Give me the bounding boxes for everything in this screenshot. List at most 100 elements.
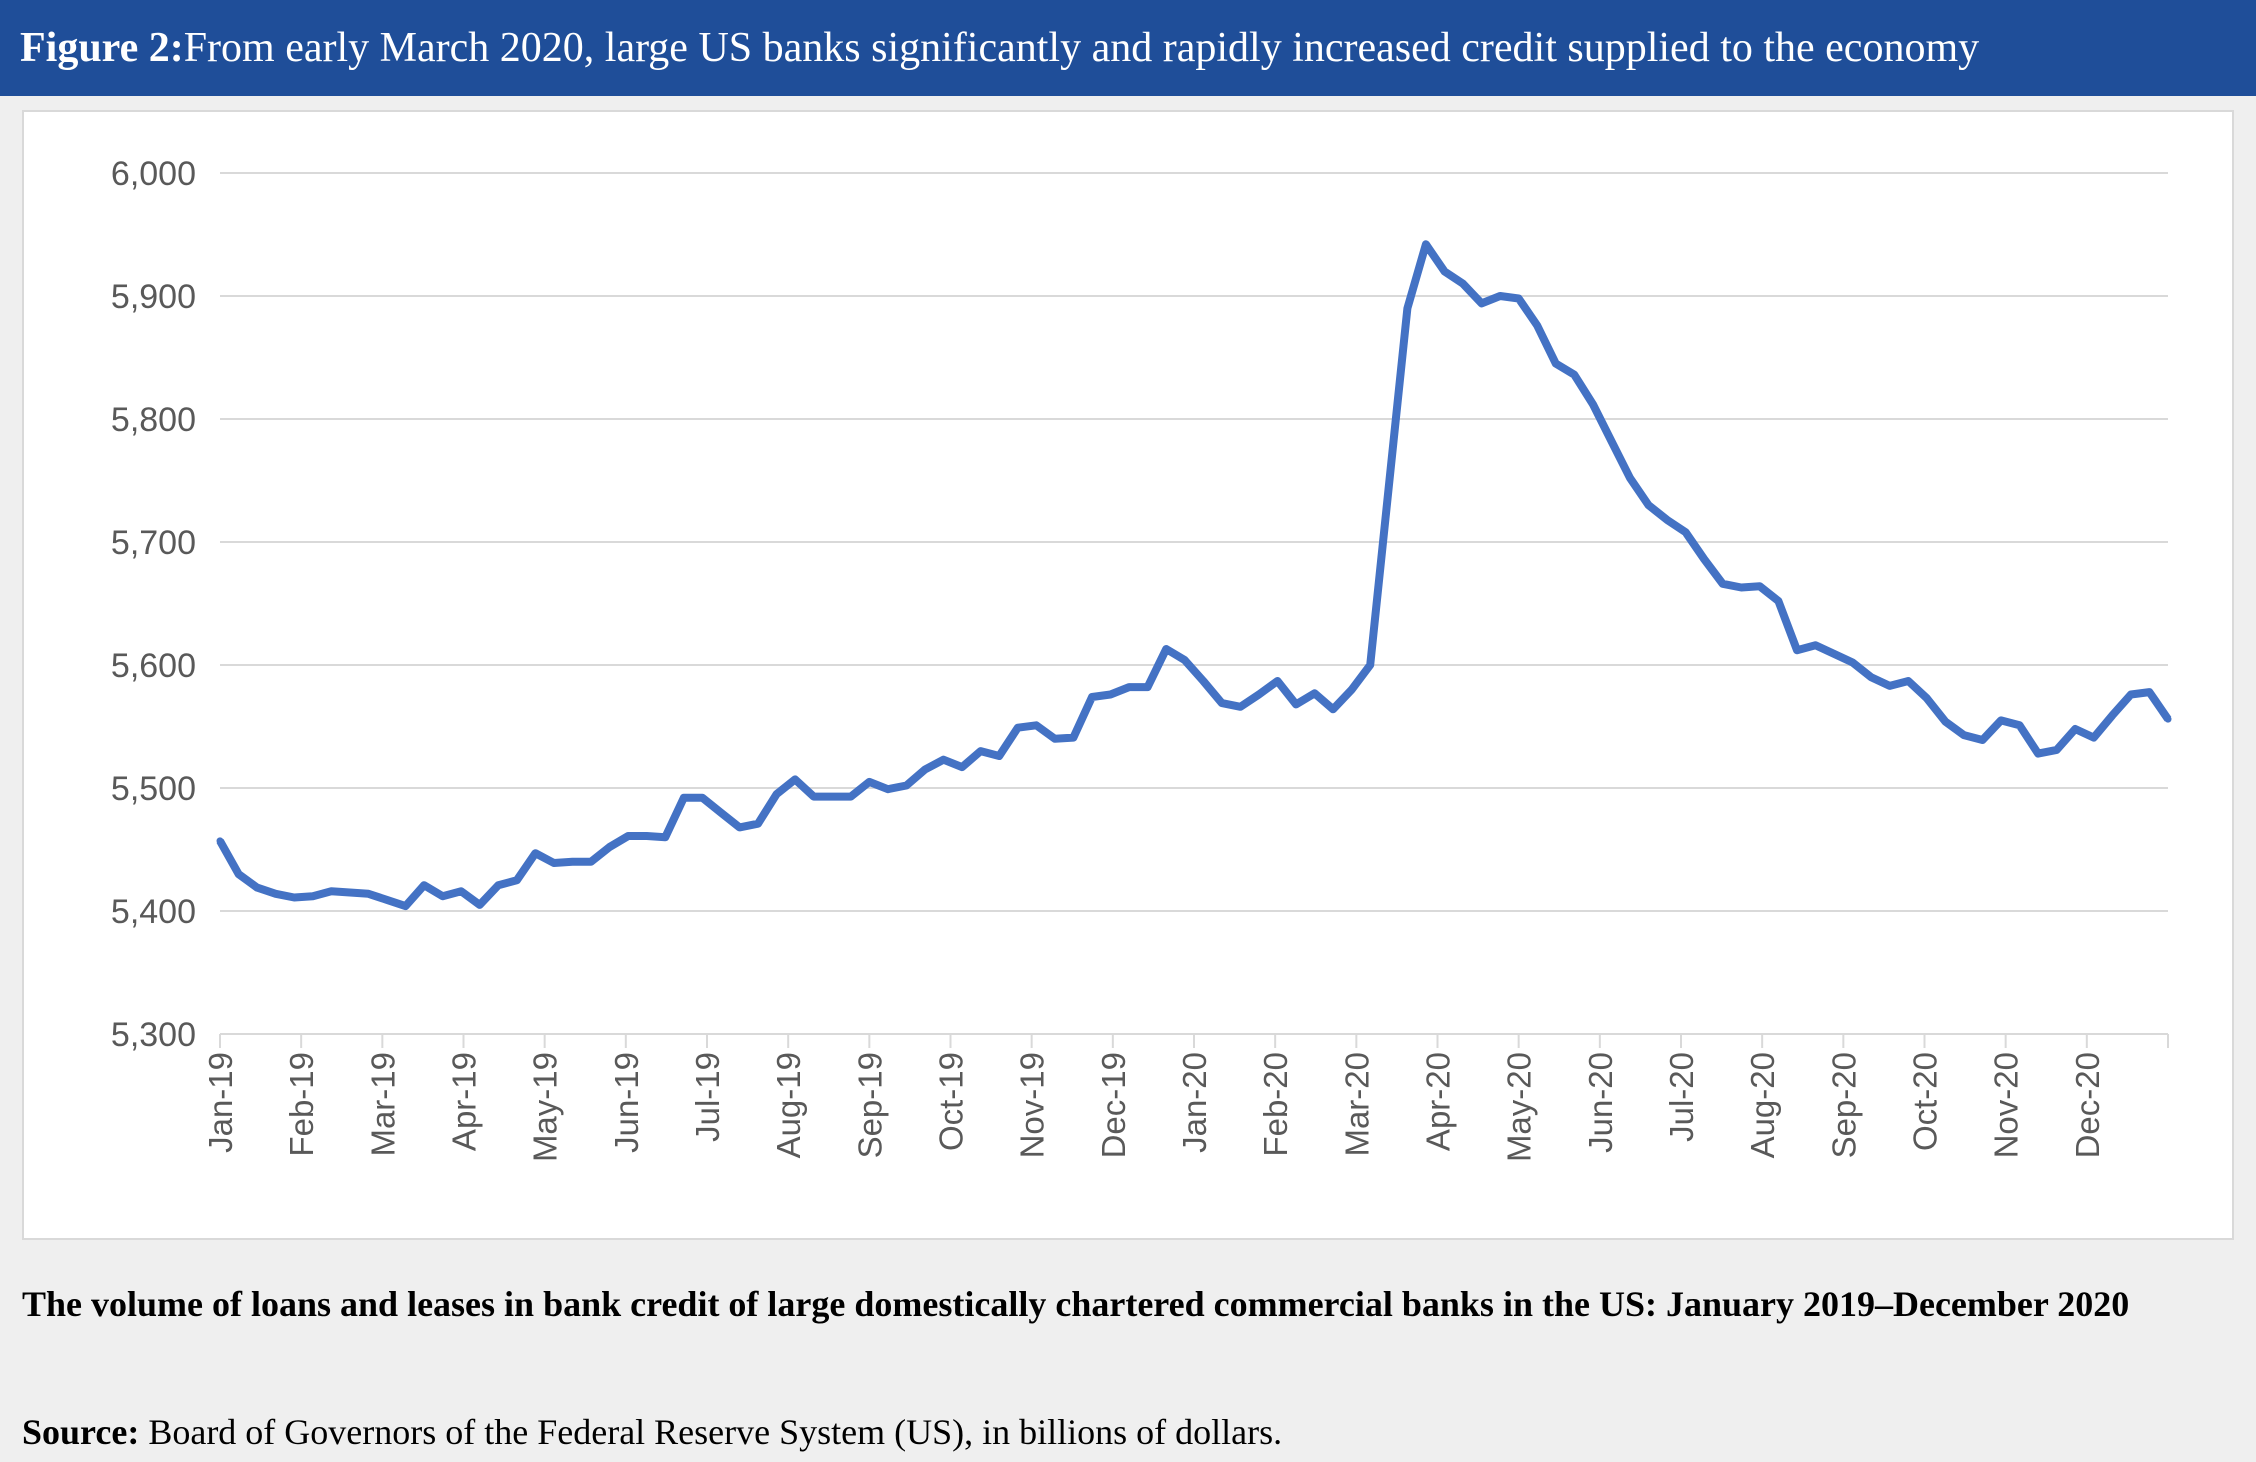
data-point xyxy=(1366,661,1374,669)
source-text: Board of Governors of the Federal Reserv… xyxy=(139,1412,1283,1452)
data-point xyxy=(2053,746,2061,754)
y-tick-label: 5,700 xyxy=(111,524,196,562)
data-point xyxy=(1292,700,1300,708)
data-point xyxy=(1867,673,1875,681)
data-point xyxy=(921,766,929,773)
data-point xyxy=(754,820,762,828)
data-point xyxy=(884,785,892,793)
figure-source: Source: Board of Governors of the Federa… xyxy=(22,1408,2232,1456)
data-point xyxy=(791,775,799,783)
data-point xyxy=(1570,371,1578,379)
data-point xyxy=(1607,437,1615,445)
data-point xyxy=(643,832,651,840)
data-point xyxy=(2071,725,2079,733)
y-tick-label: 5,800 xyxy=(111,401,196,439)
data-point xyxy=(402,902,409,910)
x-tick-label: Jul-20 xyxy=(1663,1052,1700,1142)
data-point xyxy=(550,859,558,867)
data-point xyxy=(494,881,502,889)
data-point xyxy=(680,794,688,802)
x-tick-label: Nov-20 xyxy=(1988,1052,2025,1158)
series-layer xyxy=(216,240,2172,911)
x-tick-label: Mar-20 xyxy=(1338,1052,1375,1157)
data-point xyxy=(1719,580,1727,588)
data-point xyxy=(958,763,966,771)
data-point xyxy=(1014,724,1022,732)
data-point xyxy=(587,858,595,866)
data-point xyxy=(1737,584,1745,591)
data-point xyxy=(309,892,317,900)
y-tick-label: 5,400 xyxy=(111,893,196,931)
x-tick-label: Jun-20 xyxy=(1582,1052,1619,1153)
data-point xyxy=(2090,734,2098,742)
data-point xyxy=(1199,677,1207,685)
data-point xyxy=(1923,694,1931,702)
data-point xyxy=(1125,683,1133,691)
data-point xyxy=(1051,735,1059,743)
data-point xyxy=(1626,474,1634,482)
data-point xyxy=(383,896,391,904)
data-point xyxy=(1682,528,1690,536)
data-point xyxy=(1311,689,1319,697)
figure-caption: The volume of loans and leases in bank c… xyxy=(22,1284,2130,1324)
data-point xyxy=(1904,677,1912,685)
figure-title: From early March 2020, large US banks si… xyxy=(183,25,1980,71)
data-point xyxy=(1663,516,1671,524)
data-point xyxy=(253,884,261,892)
x-tick-label: Apr-19 xyxy=(446,1052,483,1151)
data-point xyxy=(1589,400,1597,408)
data-point xyxy=(2016,721,2024,729)
data-point xyxy=(1162,645,1170,653)
data-point xyxy=(1849,659,1857,666)
data-point xyxy=(1700,555,1708,563)
x-tick-label: Mar-19 xyxy=(364,1052,401,1157)
data-point xyxy=(847,793,855,801)
data-point xyxy=(1255,691,1263,698)
data-point xyxy=(717,809,725,817)
data-point xyxy=(1552,360,1560,368)
data-point xyxy=(513,876,521,884)
data-point xyxy=(2108,711,2116,719)
data-point xyxy=(1181,656,1189,664)
data-point xyxy=(1793,646,1801,654)
x-tick-label: Sep-19 xyxy=(851,1052,888,1158)
data-point xyxy=(698,794,706,802)
figure-label: Figure 2: xyxy=(20,25,184,71)
x-axis: Jan-19 Feb-19 Mar-19 Apr-19 May-19 Jun-19 Jul-… xyxy=(202,1033,2169,1162)
x-tick-label: May-19 xyxy=(527,1052,564,1162)
data-point xyxy=(828,793,836,801)
data-point xyxy=(736,823,743,831)
data-point xyxy=(1478,299,1486,307)
y-tick-label: 5,900 xyxy=(111,278,196,316)
data-point xyxy=(476,901,484,909)
gridlines xyxy=(220,172,2168,912)
x-tick-label: Dec-19 xyxy=(1095,1052,1132,1158)
data-point xyxy=(810,793,818,801)
data-point xyxy=(439,892,447,900)
data-point xyxy=(1144,683,1152,691)
x-tick-label: Nov-19 xyxy=(1014,1052,1051,1158)
data-point xyxy=(606,843,614,851)
series-line xyxy=(216,240,2172,911)
data-point xyxy=(327,887,335,895)
data-point xyxy=(1533,322,1541,329)
data-point xyxy=(531,849,539,857)
x-tick-label: Dec-20 xyxy=(2069,1052,2106,1158)
line-chart: 5,300 5,400 5,500 5,600 5,700 5,800 5,900 6,000… xyxy=(111,155,2172,1162)
data-point xyxy=(216,837,224,845)
data-point xyxy=(235,870,243,878)
data-point xyxy=(1107,691,1114,698)
data-point xyxy=(2127,691,2135,698)
data-point xyxy=(346,889,354,896)
data-point xyxy=(1960,731,1968,739)
x-tick-label: Apr-20 xyxy=(1420,1052,1457,1151)
data-point xyxy=(1032,721,1040,729)
data-point xyxy=(364,890,372,898)
data-point xyxy=(977,747,985,755)
data-point xyxy=(1385,483,1393,491)
data-point xyxy=(940,756,947,764)
x-tick-label: May-20 xyxy=(1501,1052,1538,1162)
data-point xyxy=(865,778,873,786)
x-tick-label: Feb-20 xyxy=(1257,1052,1294,1157)
data-point xyxy=(290,894,298,901)
